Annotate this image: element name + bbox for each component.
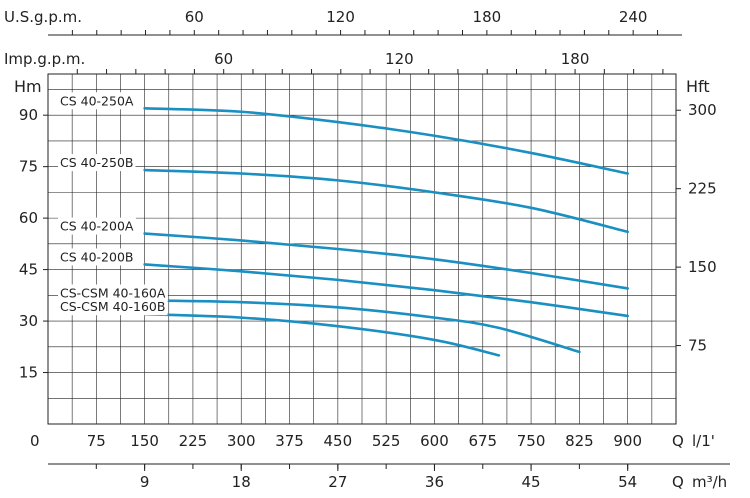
x-tick-label-m3h: 18	[232, 473, 251, 491]
imp-gpm-axis-title: Imp.g.p.m.	[4, 50, 85, 68]
y-axis-title-left: Hm	[14, 77, 42, 96]
series-label: CS 40-250A	[60, 93, 134, 108]
series-label: CS-CSM 40-160A	[60, 285, 166, 300]
performance-curve	[143, 312, 501, 357]
x-tick-label-m3h: 27	[328, 473, 347, 491]
x-tick-label-impgpm: 120	[385, 50, 414, 68]
x-tick-label-usgpm: 240	[619, 8, 648, 26]
x-tick-label-m3h: 36	[425, 473, 444, 491]
x-tick-label-lpm: 75	[87, 432, 106, 450]
performance-curve	[143, 232, 629, 290]
series-label: CS 40-200A	[60, 219, 134, 234]
axis-labels: U.S.g.p.m. Imp.g.p.m. Hm Hft 0 Q l/1' Q …	[4, 8, 727, 491]
performance-curve	[143, 299, 581, 354]
y-tick-label-left: 90	[19, 106, 38, 124]
x-tick-label-lpm: 675	[468, 432, 497, 450]
x-tick-label-m3h: 54	[618, 473, 637, 491]
series-label-background	[58, 298, 168, 316]
y-tick-label-left: 45	[19, 261, 38, 279]
x-tick-label-lpm: 525	[372, 432, 401, 450]
axes	[43, 30, 730, 471]
y-tick-label-right: 300	[688, 101, 717, 119]
x-tick-label-usgpm: 180	[473, 8, 502, 26]
us-gpm-axis-title: U.S.g.p.m.	[4, 8, 82, 26]
x-tick-label-lpm: 300	[227, 432, 256, 450]
x-tick-label-impgpm: 60	[214, 50, 233, 68]
performance-curve	[143, 168, 629, 234]
y-tick-label-left: 30	[19, 312, 38, 330]
y-tick-label-right: 225	[688, 180, 717, 198]
x-tick-label-usgpm: 120	[326, 8, 355, 26]
y-tick-label-left: 75	[19, 158, 38, 176]
x-tick-label-usgpm: 60	[185, 8, 204, 26]
series-label: CS 40-200B	[60, 249, 134, 264]
series-label-background	[58, 248, 136, 266]
x-tick-label-lpm: 600	[420, 432, 449, 450]
x-tick-label-m3h: 45	[522, 473, 541, 491]
performance-curves	[143, 107, 629, 357]
series-label: CS-CSM 40-160B	[60, 299, 165, 314]
x-tick-label-lpm: 375	[275, 432, 304, 450]
x-axis-m3h-q: Q	[672, 473, 684, 491]
performance-curve	[143, 107, 629, 175]
x-axis-lpm-q: Q	[672, 432, 684, 450]
x-tick-label-lpm: 900	[613, 432, 642, 450]
series-label: CS 40-250B	[60, 155, 134, 170]
y-tick-label-left: 15	[19, 364, 38, 382]
x-tick-label-lpm: 225	[179, 432, 208, 450]
x-axis-lpm-unit: l/1'	[692, 432, 715, 450]
x-tick-label-m3h: 9	[140, 473, 150, 491]
x-tick-label-lpm: 450	[324, 432, 353, 450]
series-label-background	[58, 217, 136, 235]
series-label-background	[58, 284, 168, 302]
x-axis-m3h-unit: m³/h	[692, 473, 727, 491]
grid-lines	[48, 74, 676, 424]
performance-curve	[143, 263, 629, 318]
origin-zero-label: 0	[30, 432, 40, 450]
x-tick-label-lpm: 825	[565, 432, 594, 450]
x-tick-label-impgpm: 180	[561, 50, 590, 68]
series-label-background	[58, 154, 136, 172]
x-tick-label-lpm: 150	[130, 432, 159, 450]
series-label-background	[58, 92, 136, 110]
y-tick-label-right: 75	[688, 337, 707, 355]
y-tick-label-right: 150	[688, 258, 717, 276]
y-axis-title-right: Hft	[686, 77, 710, 96]
x-tick-label-lpm: 750	[517, 432, 546, 450]
y-tick-label-left: 60	[19, 209, 38, 227]
